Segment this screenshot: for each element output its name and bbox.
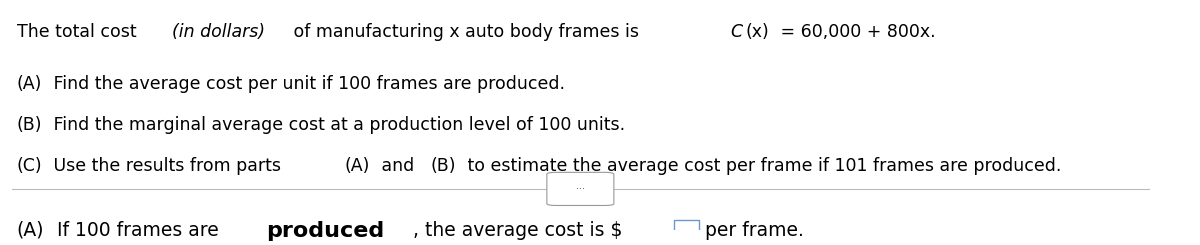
Text: (A): (A): [17, 221, 44, 240]
Text: (B): (B): [17, 116, 42, 134]
Text: (x): (x): [745, 23, 769, 41]
Text: (B): (B): [431, 157, 456, 175]
Text: , the average cost is $: , the average cost is $: [414, 221, 623, 240]
Text: produced: produced: [266, 221, 385, 241]
Text: (A): (A): [17, 75, 42, 93]
Text: If 100 frames are: If 100 frames are: [50, 221, 224, 240]
Text: (C): (C): [17, 157, 42, 175]
Text: Use the results from parts: Use the results from parts: [48, 157, 287, 175]
FancyBboxPatch shape: [547, 172, 614, 206]
Text: ···: ···: [576, 184, 584, 194]
Text: C: C: [731, 23, 743, 41]
FancyBboxPatch shape: [673, 220, 698, 245]
Text: per frame.: per frame.: [698, 221, 804, 240]
Text: Find the average cost per unit if 100 frames are produced.: Find the average cost per unit if 100 fr…: [48, 75, 565, 93]
Text: of manufacturing x auto body frames is: of manufacturing x auto body frames is: [288, 23, 644, 41]
Text: The total cost: The total cost: [17, 23, 142, 41]
Text: (A): (A): [344, 157, 370, 175]
Text: Find the marginal average cost at a production level of 100 units.: Find the marginal average cost at a prod…: [48, 116, 625, 134]
Text: (in dollars): (in dollars): [172, 23, 265, 41]
Text: and: and: [377, 157, 420, 175]
Text: to estimate the average cost per frame if 101 frames are produced.: to estimate the average cost per frame i…: [462, 157, 1062, 175]
Text: = 60,000 + 800x.: = 60,000 + 800x.: [775, 23, 936, 41]
